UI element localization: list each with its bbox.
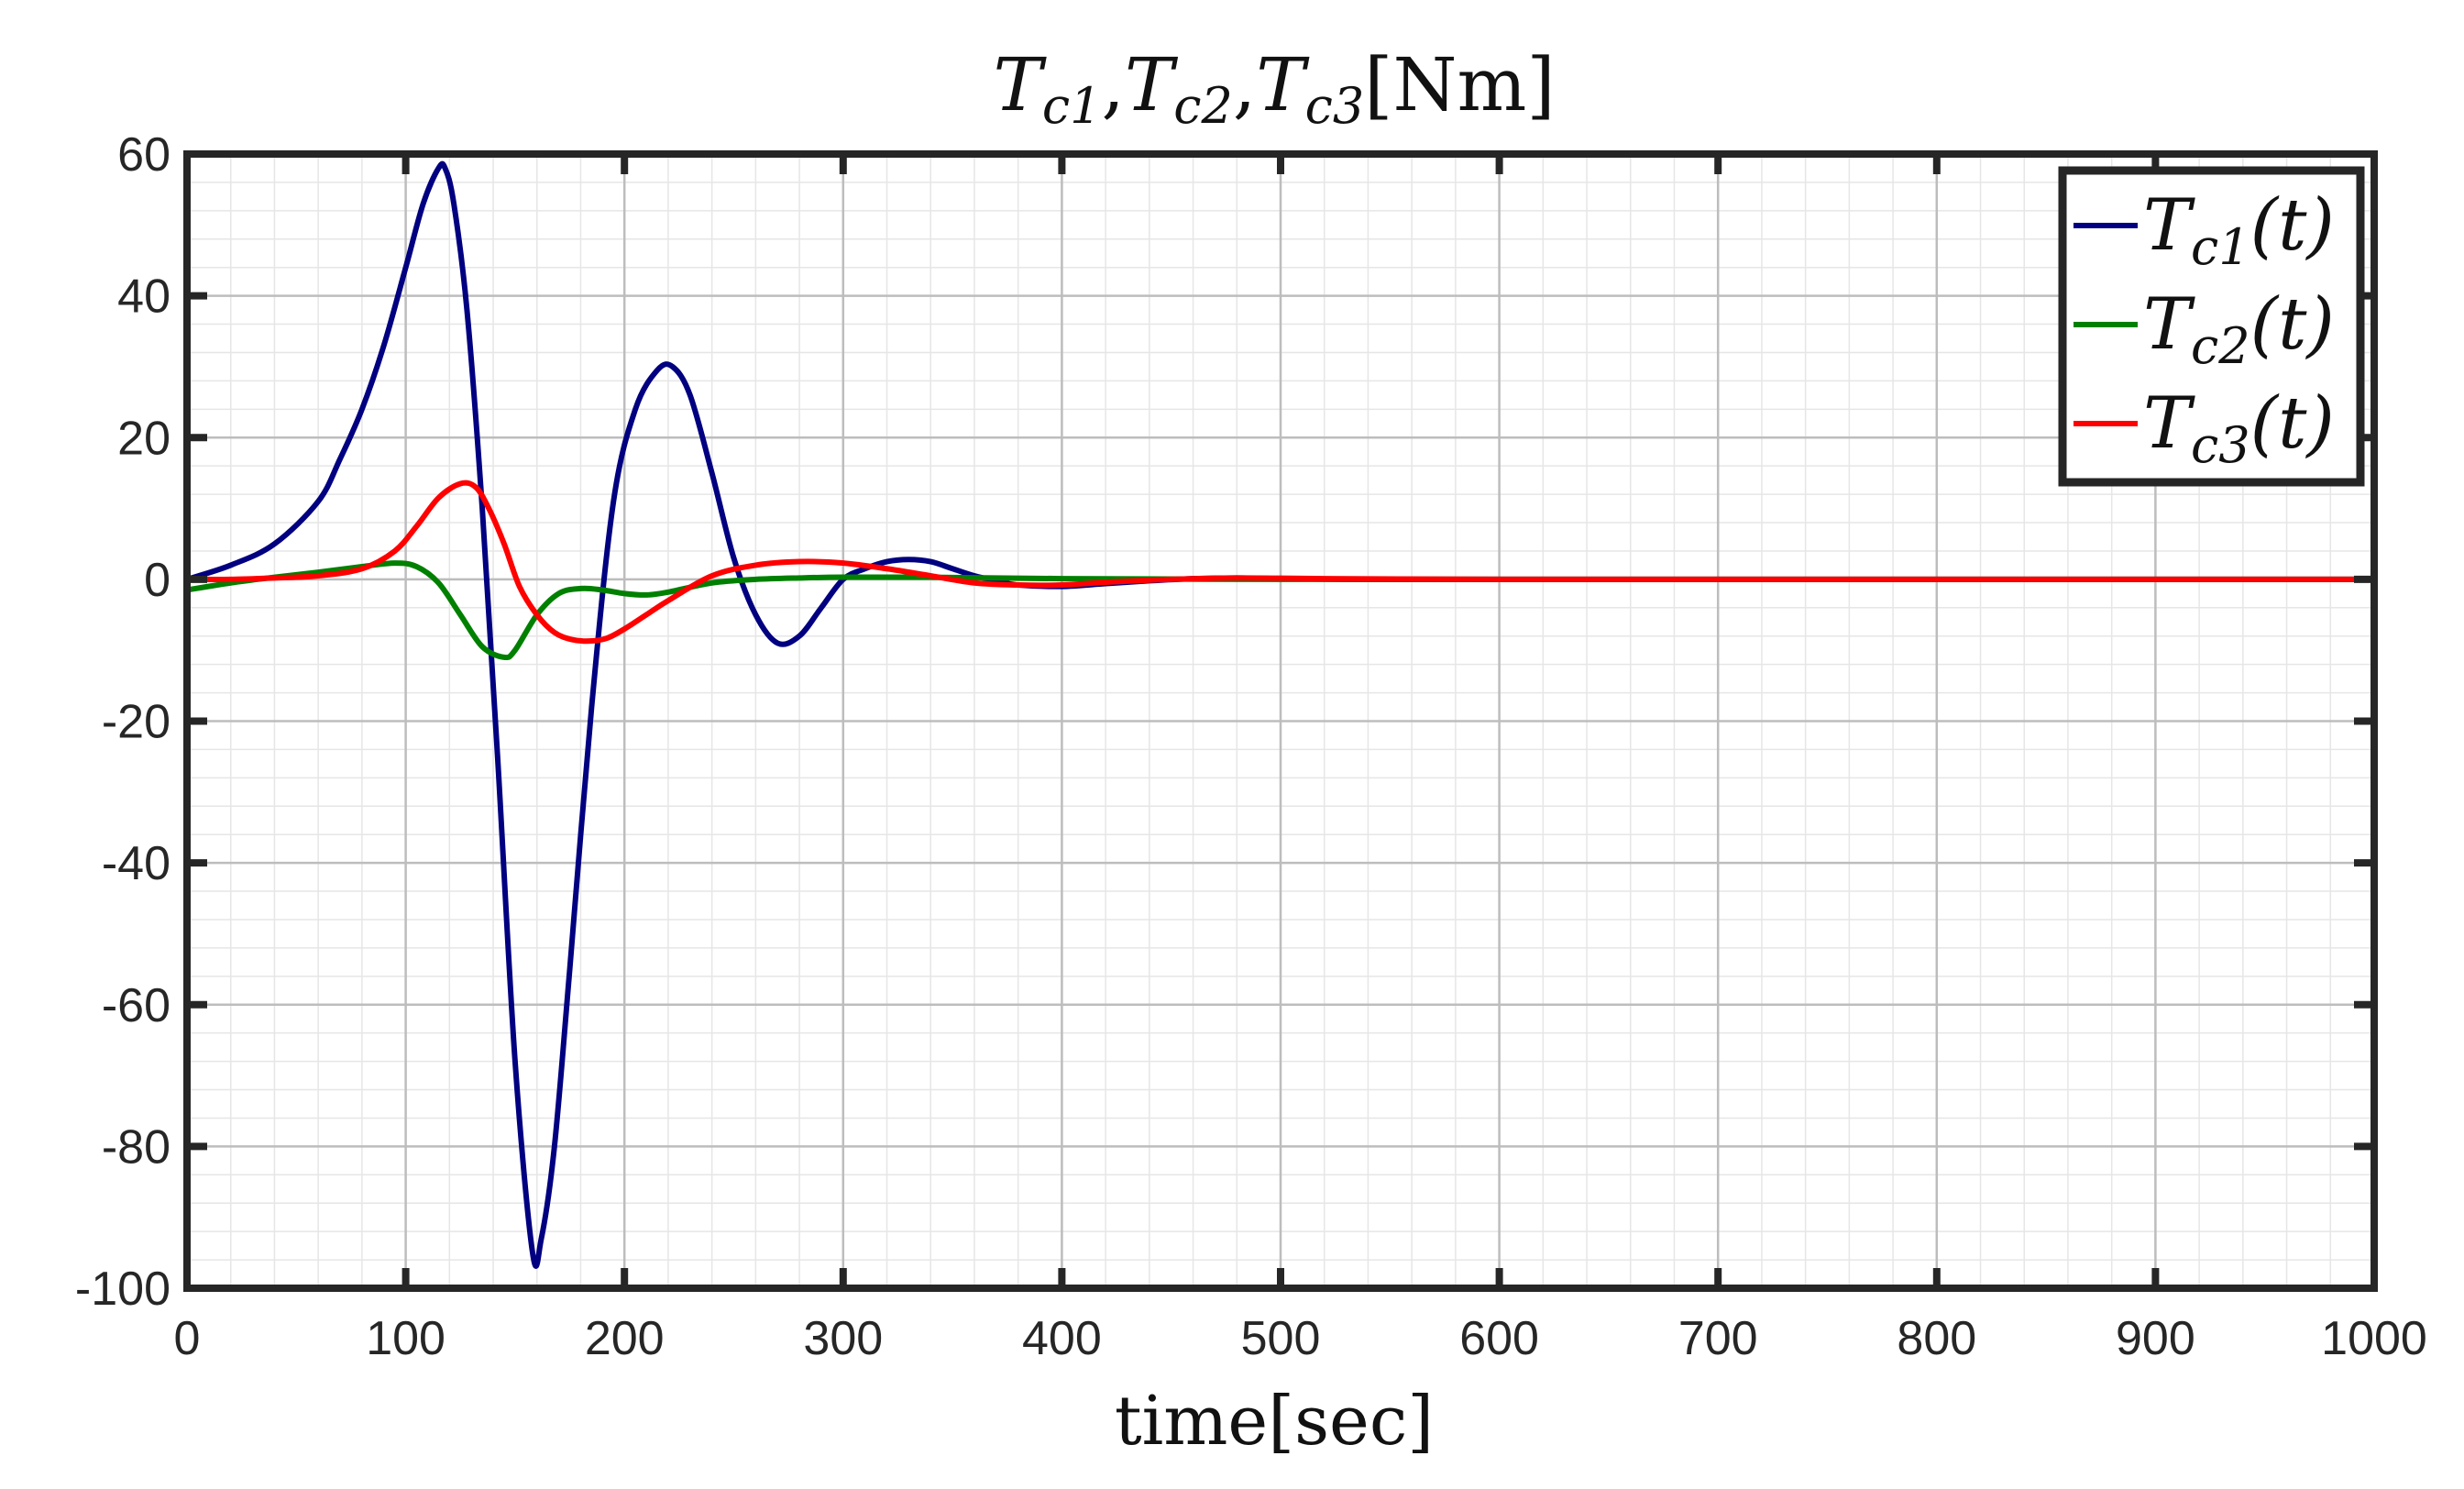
y-tick-label: -40 — [102, 837, 170, 890]
x-tick-label: 600 — [1459, 1312, 1539, 1365]
x-axis-label: time[sec] — [1115, 1382, 1434, 1461]
legend-label-c2: Tc2(t) — [2143, 283, 2335, 375]
x-tick-label: 300 — [803, 1312, 883, 1365]
legend-label-c1: Tc1(t) — [2143, 184, 2335, 276]
legend-label-c3: Tc3(t) — [2143, 382, 2335, 474]
x-tick-label: 100 — [366, 1312, 446, 1365]
x-tick-label: 800 — [1897, 1312, 1976, 1365]
y-axis-ticks: -100 -80 -60 -40 -20 0 20 40 60 — [75, 128, 2374, 1316]
x-tick-label: 700 — [1678, 1312, 1758, 1365]
x-tick-label: 1000 — [2321, 1312, 2427, 1365]
series-line-c3 — [184, 480, 2377, 645]
x-tick-label: 0 — [174, 1312, 201, 1365]
legend: Tc1(t)Tc2(t)Tc3(t) — [2058, 166, 2365, 487]
y-tick-label: -20 — [102, 696, 170, 749]
x-axis-ticks: 0 100 200 300 400 500 600 700 800 900 1000 — [174, 154, 2427, 1365]
y-tick-label: -100 — [75, 1263, 170, 1316]
x-tick-label: 500 — [1241, 1312, 1321, 1365]
chart-title: Tc1,Tc2,Tc3[Nm] — [993, 42, 1555, 135]
y-tick-label: 20 — [117, 412, 170, 465]
y-tick-label: -80 — [102, 1120, 170, 1174]
y-tick-label: 0 — [144, 554, 170, 607]
y-tick-label: 40 — [117, 270, 170, 324]
y-tick-label: -60 — [102, 979, 170, 1032]
series-layer — [184, 160, 2377, 1269]
x-tick-label: 900 — [2116, 1312, 2195, 1365]
legend-box — [2058, 166, 2365, 487]
y-tick-label: 60 — [117, 128, 170, 182]
x-tick-label: 400 — [1022, 1312, 1102, 1365]
x-tick-label: 200 — [585, 1312, 665, 1365]
